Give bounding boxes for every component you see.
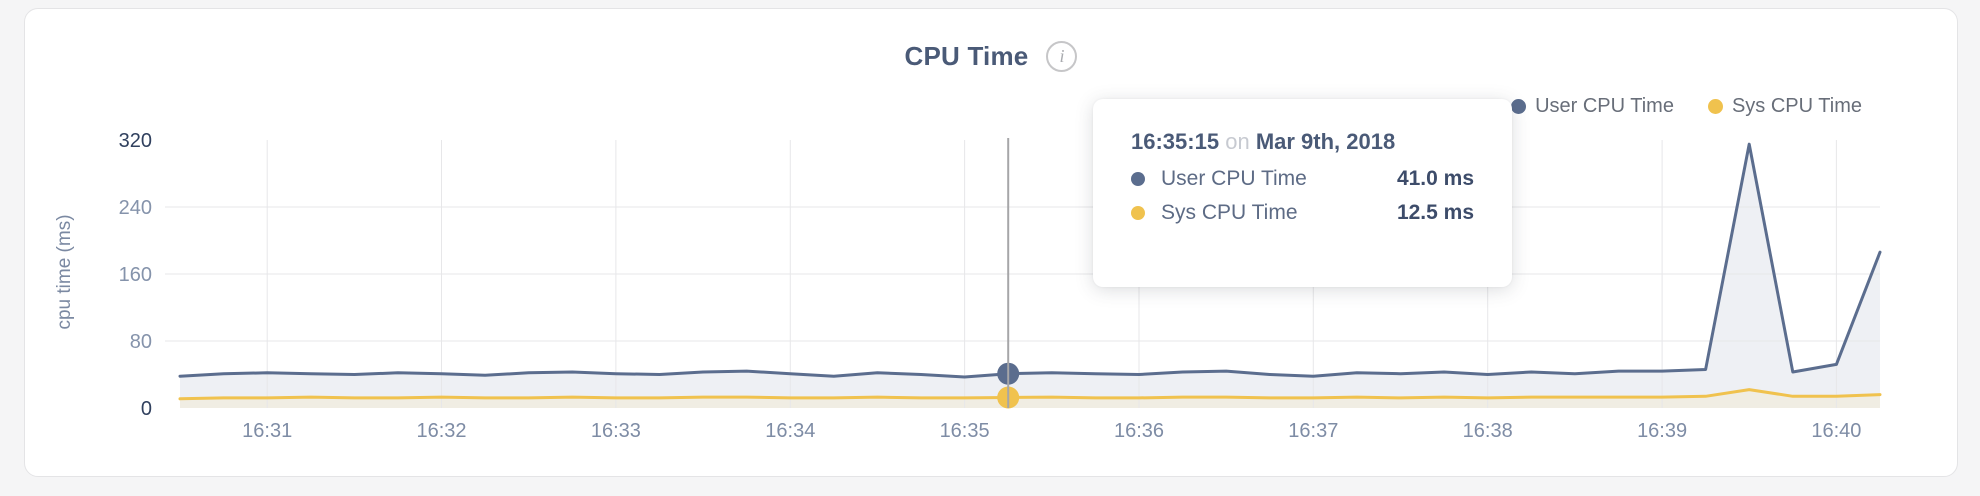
chart-title: CPU Time: [904, 40, 1029, 71]
tooltip-time: 16:35:15: [1131, 129, 1220, 154]
x-tick-label: 16:35: [940, 420, 990, 442]
y-tick-label: 240: [119, 197, 152, 219]
series-line-user: [178, 142, 1882, 379]
x-tick-label: 16:31: [242, 420, 292, 442]
legend-dot-user: [1511, 99, 1527, 114]
tooltip-series-row-user: User CPU Time 41.0 ms: [1131, 167, 1474, 191]
tooltip-series-value-user: 41.0 ms: [1396, 167, 1474, 190]
x-tick-label: 16:39: [1637, 420, 1687, 442]
y-tick-label: 160: [119, 264, 152, 286]
x-tick-label: 16:33: [591, 420, 641, 442]
legend-item-user-cpu-time[interactable]: User CPU Time: [1511, 95, 1674, 118]
x-tick-label: 16:36: [1114, 420, 1164, 442]
x-tick-label: 16:32: [416, 420, 466, 442]
tooltip-header: 16:35:15 on Mar 9th, 2018: [1131, 129, 1474, 155]
y-axis-title: cpu time (ms): [54, 214, 75, 329]
area-fill-user: [180, 144, 1880, 408]
tooltip-series-dot-user: [1131, 172, 1145, 186]
tooltip-date: Mar 9th, 2018: [1255, 129, 1396, 154]
y-tick-label: 0: [141, 398, 152, 420]
legend: User CPU Time Sys CPU Time: [1511, 95, 1862, 118]
legend-item-sys-cpu-time[interactable]: Sys CPU Time: [1707, 95, 1862, 118]
series-line-sys: [178, 388, 1882, 401]
x-tick-label: 16:38: [1463, 420, 1513, 442]
tooltip-series-label-user: User CPU Time: [1161, 167, 1307, 190]
info-icon[interactable]: i: [1046, 40, 1078, 72]
legend-dot-sys: [1707, 99, 1723, 114]
y-tick-label: 320: [119, 130, 152, 152]
x-tick-label: 16:34: [765, 420, 815, 442]
tooltip-series-label-sys: Sys CPU Time: [1161, 201, 1298, 224]
legend-label-user: User CPU Time: [1535, 95, 1674, 117]
x-tick-label: 16:37: [1288, 420, 1338, 442]
legend-label-sys: Sys CPU Time: [1731, 95, 1862, 117]
tooltip-series-row-sys: Sys CPU Time 12.5 ms: [1131, 201, 1474, 225]
tooltip-series-value-sys: 12.5 ms: [1396, 201, 1474, 224]
y-tick-label: 80: [130, 331, 152, 353]
tooltip-series-dot-sys: [1131, 206, 1145, 220]
tooltip: 16:35:15 on Mar 9th, 2018 User CPU Time …: [1093, 99, 1512, 287]
tooltip-connector: on: [1225, 129, 1250, 154]
chart-header: CPU Time i: [24, 38, 1958, 74]
x-tick-label: 16:40: [1811, 420, 1861, 442]
